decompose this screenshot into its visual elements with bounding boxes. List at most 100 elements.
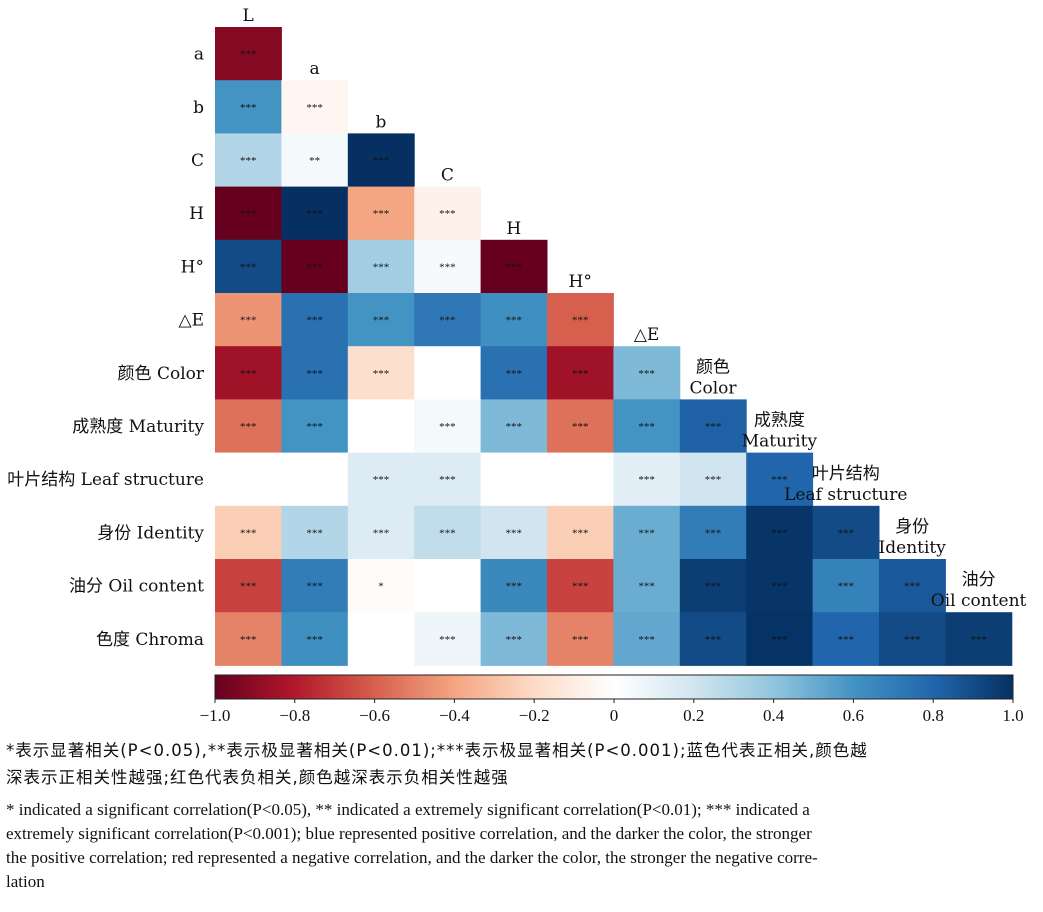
heatmap-cell: [281, 612, 349, 666]
significance-label: ***: [306, 634, 323, 646]
heatmap-cell: [613, 559, 681, 613]
heatmap-cell: [414, 239, 482, 294]
colorbar-tick-label: 0.4: [763, 706, 785, 725]
colorbar-gradient: [214, 674, 1014, 700]
note-english-line-4: lation: [6, 872, 45, 891]
heatmap-cell: [945, 612, 1013, 666]
colorbar-tick-label: 0: [610, 706, 619, 725]
significance-label: ***: [240, 261, 257, 273]
note-chinese-line-1: *表示显著相关(P<0.05),**表示极显著相关(P<0.01);***表示极…: [6, 741, 868, 760]
row-label: H: [189, 204, 204, 224]
row-label: 叶片结构 Leaf structure: [7, 470, 204, 490]
heatmap-cell: [613, 612, 681, 666]
heatmap-cell: [215, 452, 282, 507]
significance-label: ***: [240, 581, 257, 593]
heatmap-cell: [879, 612, 946, 666]
heatmap-cell: [414, 346, 482, 400]
colorbar-tick-label: −0.2: [519, 706, 550, 725]
significance-label: ***: [439, 474, 456, 486]
significance-label: ***: [373, 208, 390, 220]
heatmap-cell: [547, 505, 614, 560]
significance-label: ***: [240, 368, 257, 380]
significance-label: ***: [638, 634, 655, 646]
significance-label: ***: [439, 634, 456, 646]
significance-label: ***: [439, 261, 456, 273]
heatmap-cell: [347, 186, 415, 241]
significance-label: ***: [572, 368, 589, 380]
heatmap-cell: [414, 559, 482, 613]
significance-label: ***: [705, 421, 722, 433]
significance-label: ***: [240, 634, 257, 646]
row-label: 油分 Oil content: [69, 577, 204, 597]
heatmap-cell: [414, 612, 482, 666]
significance-label: ***: [904, 581, 921, 593]
heatmap-cell: [679, 399, 747, 454]
significance-label: ***: [373, 474, 390, 486]
column-label: Identity: [879, 538, 947, 558]
significance-label: ***: [439, 315, 456, 327]
colorbar-tick-label: −1.0: [200, 706, 231, 725]
significance-label: ***: [638, 474, 655, 486]
heatmap-cell: [746, 452, 814, 507]
heatmap-cell: [281, 505, 349, 560]
colorbar: −1.0 −0.8 −0.6 −0.4 −0.2 0 0.2 0.4 0.6 0.8 1.0: [200, 674, 1024, 725]
significance-label: ***: [506, 261, 523, 273]
significance-label: ***: [904, 634, 921, 646]
heatmap-cells: [215, 27, 1013, 666]
heatmap-cell: [746, 559, 814, 613]
heatmap-cell: [215, 293, 282, 347]
significance-label: ***: [306, 261, 323, 273]
heatmap-cell: [215, 239, 282, 294]
heatmap-cell: [215, 346, 282, 400]
heatmap-cell: [547, 399, 614, 454]
correlation-heatmap: *** *** *** *** ** * *** ** * ** * ** * *** ** * ** * ** * *…: [7, 6, 1026, 725]
colorbar-tick-label: 1.0: [1002, 706, 1023, 725]
significance-label: ***: [373, 155, 390, 167]
heatmap-cell: [414, 186, 482, 241]
significance-label: ***: [572, 315, 589, 327]
significance-label: ***: [771, 581, 788, 593]
heatmap-cell: [281, 80, 349, 134]
heatmap-cell: [347, 293, 415, 347]
significance-label: ***: [439, 208, 456, 220]
significance-label: ***: [705, 474, 722, 486]
significance-label: ***: [240, 208, 257, 220]
column-label: a: [310, 59, 320, 79]
heatmap-cell: [480, 399, 548, 454]
heatmap-cell: [547, 452, 614, 507]
significance-label: ***: [439, 527, 456, 539]
heatmap-cell: [215, 27, 282, 81]
significance-label: ***: [506, 634, 523, 646]
significance-label: ***: [572, 421, 589, 433]
heatmap-cell: [347, 346, 415, 400]
row-label: H°: [181, 257, 204, 277]
heatmap-cell: [746, 612, 814, 666]
significance-label: ***: [306, 315, 323, 327]
significance-label: ***: [240, 315, 257, 327]
heatmap-cell: [547, 612, 614, 666]
heatmap-cell: [812, 559, 880, 613]
heatmap-cell: [215, 559, 282, 613]
heatmap-cell: [347, 452, 415, 507]
heatmap-cell: [215, 133, 282, 188]
column-label: Maturity: [742, 432, 818, 452]
heatmap-cell: [414, 452, 482, 507]
heatmap-cell: [613, 452, 681, 507]
significance-label: ***: [306, 208, 323, 220]
significance-label: ***: [240, 421, 257, 433]
significance-label: ***: [506, 581, 523, 593]
heatmap-cell: [679, 612, 747, 666]
heatmap-cell: [480, 452, 548, 507]
column-label: C: [441, 166, 454, 186]
heatmap-cell: [414, 293, 482, 347]
heatmap-cell: [347, 133, 415, 188]
significance-label: ***: [572, 581, 589, 593]
note-english-line-1: * indicated a significant correlation(P<…: [6, 800, 810, 819]
heatmap-cell: [281, 399, 349, 454]
heatmap-cell: [347, 239, 415, 294]
significance-label: ***: [572, 527, 589, 539]
heatmap-cell: [812, 612, 880, 666]
column-label: 成熟度: [754, 410, 805, 431]
heatmap-cell: [414, 505, 482, 560]
heatmap-cell: [679, 452, 747, 507]
